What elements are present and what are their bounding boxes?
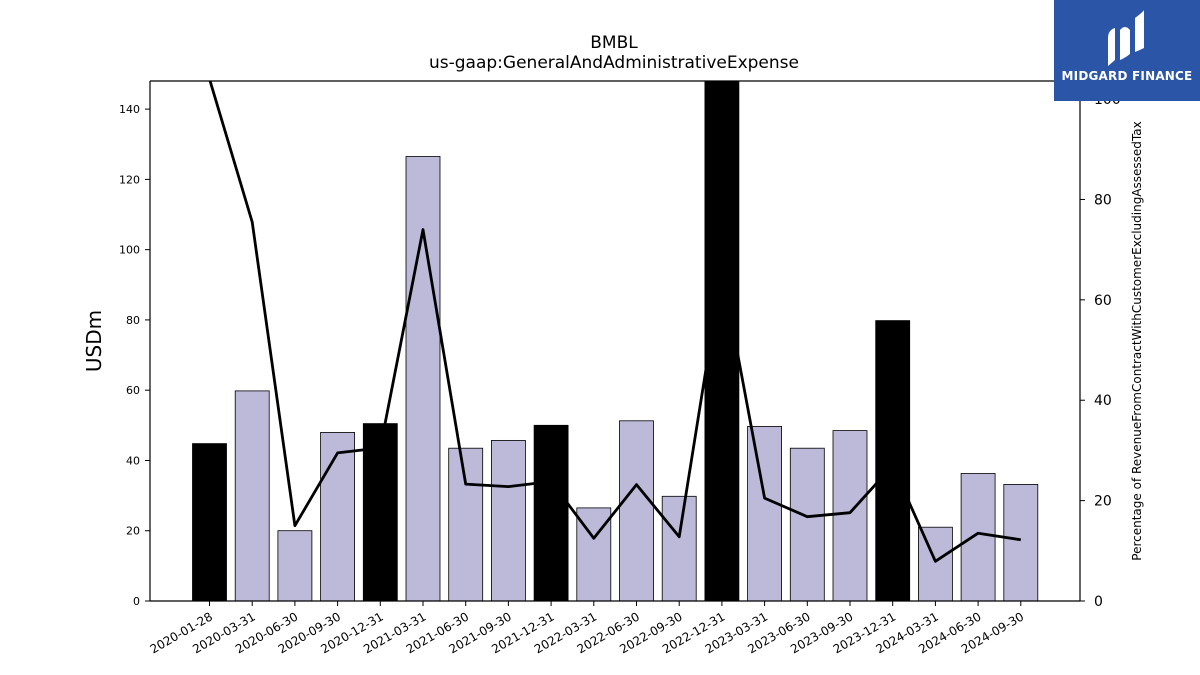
- y-axis-label: USDm: [82, 310, 106, 372]
- y-tick-label: 60: [126, 384, 140, 397]
- y-tick-label: 40: [126, 454, 140, 467]
- bar: [192, 443, 227, 602]
- y2-tick-label: 80: [1094, 192, 1112, 208]
- chart-subtitle: us-gaap:GeneralAndAdministrativeExpense: [429, 53, 799, 73]
- bar: [747, 425, 782, 602]
- chart-title: BMBL: [590, 33, 638, 53]
- bar: [320, 431, 356, 602]
- bar: [533, 424, 569, 602]
- bar: [490, 439, 526, 602]
- y2-tick-label: 40: [1094, 393, 1112, 409]
- bar: [960, 473, 996, 602]
- y-tick-label: 140: [119, 103, 140, 116]
- bar: [619, 420, 654, 602]
- bar: [789, 447, 825, 602]
- y2-tick-label: 0: [1094, 594, 1103, 610]
- logo-text: MIDGARD FINANCE: [1061, 69, 1193, 83]
- bar: [448, 447, 484, 602]
- logo: MIDGARD FINANCE: [1054, 0, 1200, 101]
- bar: [1003, 483, 1039, 602]
- y2-tick-label: 20: [1094, 494, 1112, 510]
- bar: [918, 526, 953, 602]
- y2-tick-label: 60: [1094, 293, 1112, 309]
- series-line: [208, 81, 1022, 563]
- bar: [661, 495, 697, 602]
- bar: [875, 320, 911, 602]
- y-tick-label: 120: [119, 173, 140, 186]
- y2-axis-label: Percentage of RevenueFromContractWithCus…: [1130, 121, 1144, 560]
- bar: [234, 390, 270, 602]
- bar: [405, 156, 441, 602]
- bar: [277, 530, 313, 602]
- logo-mark-icon: [1108, 10, 1144, 66]
- y-tick-label: 0: [133, 595, 140, 608]
- y-tick-label: 20: [126, 525, 140, 538]
- y-tick-label: 100: [119, 244, 140, 257]
- bar: [832, 430, 868, 602]
- y-tick-label: 80: [126, 314, 140, 327]
- bar: [362, 423, 398, 602]
